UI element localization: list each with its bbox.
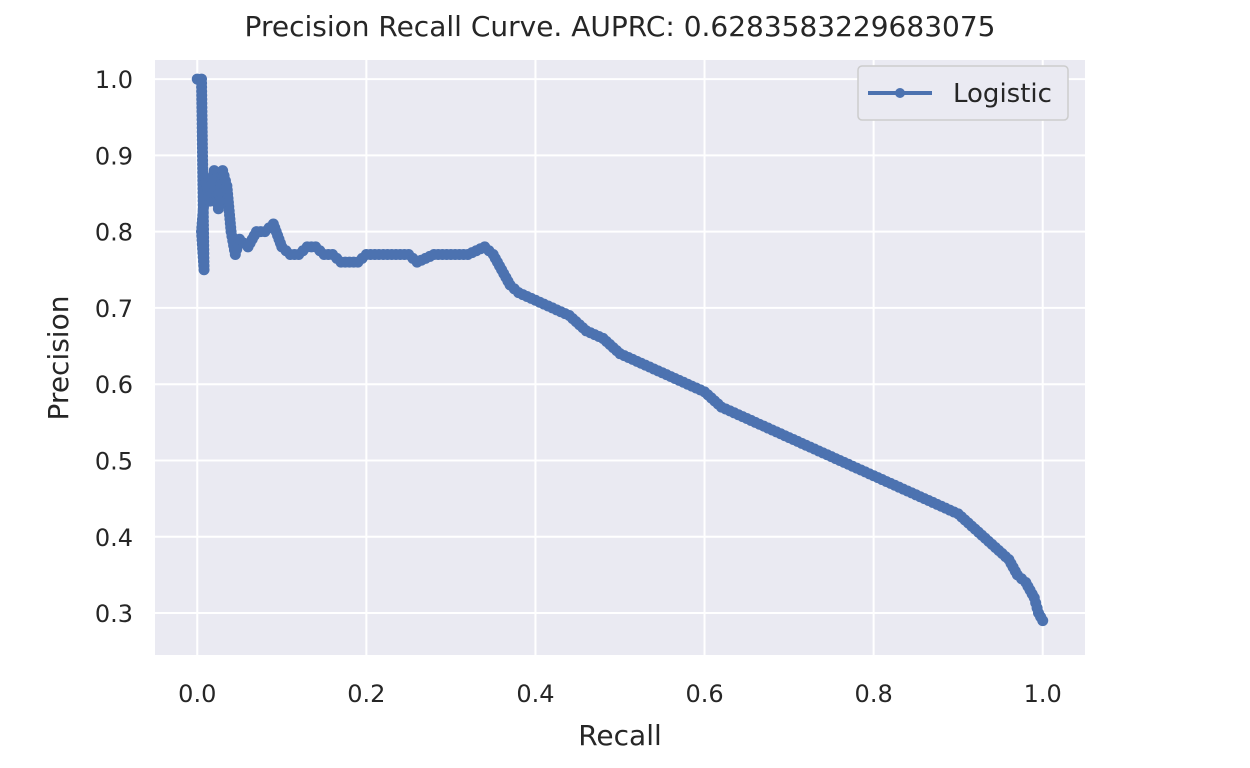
grid-lines [155, 60, 1085, 655]
legend-box [857, 65, 1069, 121]
legend-marker-swatch [895, 88, 905, 98]
chart-title: Precision Recall Curve. AUPRC: 0.6283583… [245, 10, 996, 43]
x-tick-label: 0.6 [685, 680, 723, 708]
y-tick-label: 0.6 [95, 371, 133, 399]
y-axis-label: Precision [42, 296, 75, 421]
y-tick-label: 0.3 [95, 600, 133, 628]
y-tick-labels: 0.3 0.4 0.5 0.6 0.7 0.8 0.9 1.0 [95, 66, 133, 628]
y-tick-label: 0.9 [95, 142, 133, 170]
data-point [1037, 615, 1049, 627]
x-tick-label: 0.0 [178, 680, 216, 708]
x-tick-label: 0.4 [516, 680, 554, 708]
x-tick-label: 0.8 [855, 680, 893, 708]
legend-label: Logistic [953, 79, 1052, 109]
x-axis-label: Recall [578, 719, 662, 752]
y-tick-label: 0.4 [95, 524, 133, 552]
x-tick-label: 0.2 [347, 680, 385, 708]
y-tick-label: 0.5 [95, 447, 133, 475]
x-tick-labels: 0.0 0.2 0.4 0.6 0.8 1.0 [178, 680, 1062, 708]
y-tick-label: 0.7 [95, 295, 133, 323]
legend: Logistic [857, 65, 1069, 121]
y-tick-label: 0.8 [95, 219, 133, 247]
y-tick-label: 1.0 [95, 66, 133, 94]
series-layer [191, 73, 1049, 627]
x-tick-label: 1.0 [1024, 680, 1062, 708]
